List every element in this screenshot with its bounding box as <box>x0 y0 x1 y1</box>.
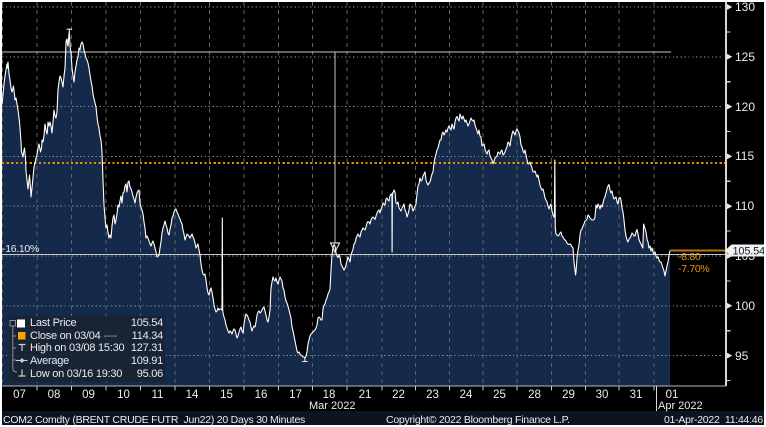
svg-text:105.54: 105.54 <box>733 246 766 258</box>
